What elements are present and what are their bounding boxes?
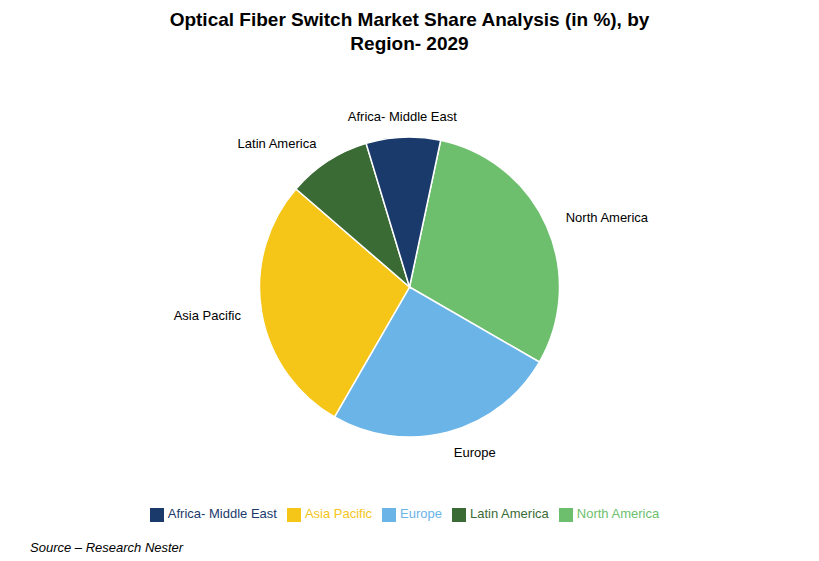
svg-text:Africa- Middle East: Africa- Middle East bbox=[348, 109, 457, 124]
html-text:Latin America: Latin America bbox=[470, 506, 549, 522]
svg-text:Europe: Europe bbox=[454, 445, 496, 460]
html-text:Optical Fiber Switch Market Sh: Optical Fiber Switch Market Share Analys… bbox=[169, 9, 650, 54]
html-text:Africa- Middle East: Africa- Middle East bbox=[167, 506, 277, 522]
svg-text:Asia Pacific: Asia Pacific bbox=[174, 308, 242, 323]
html-text:North America: North America bbox=[576, 506, 660, 522]
html-text:Asia Pacific: Asia Pacific bbox=[304, 506, 373, 522]
html-text:Source – Research Nester: Source – Research Nester bbox=[30, 540, 184, 555]
svg-text:Latin America: Latin America bbox=[238, 136, 318, 151]
html-text:Europe: Europe bbox=[400, 506, 442, 522]
svg-text:North America: North America bbox=[566, 210, 649, 225]
